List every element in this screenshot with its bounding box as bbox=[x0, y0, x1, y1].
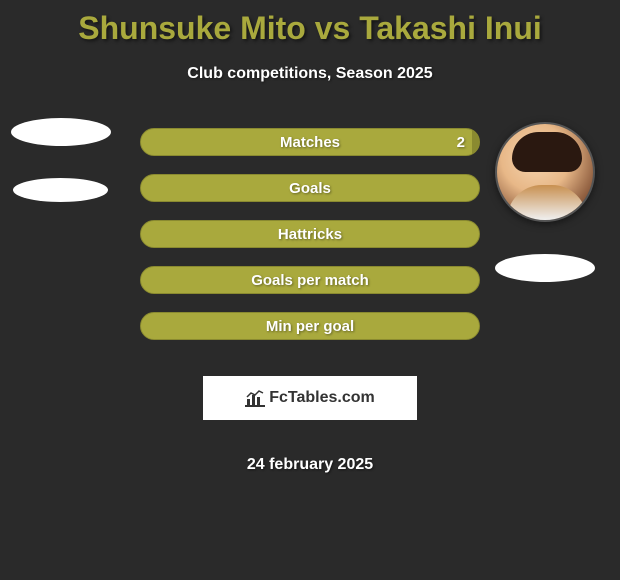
stat-label-goals: Goals bbox=[289, 180, 331, 197]
page-subtitle: Club competitions, Season 2025 bbox=[187, 65, 432, 83]
page-title: Shunsuke Mito vs Takashi Inui bbox=[78, 10, 542, 47]
logo-text: FcTables.com bbox=[269, 389, 375, 407]
stat-bar-matches: Matches 2 bbox=[140, 128, 480, 156]
logo-box: FcTables.com bbox=[203, 376, 417, 420]
chart-icon bbox=[245, 389, 265, 407]
stat-bar-goals-per-match: Goals per match bbox=[140, 266, 480, 294]
date-text: 24 february 2025 bbox=[247, 456, 373, 474]
player-left-column bbox=[8, 118, 113, 202]
stat-bar-hattricks: Hattricks bbox=[140, 220, 480, 248]
player-left-avatar-placeholder bbox=[11, 118, 111, 146]
player-left-name-placeholder bbox=[13, 178, 108, 202]
player-right-avatar bbox=[495, 122, 595, 222]
player-right-name-placeholder bbox=[495, 254, 595, 282]
stat-label-matches: Matches bbox=[280, 134, 340, 151]
stat-label-hattricks: Hattricks bbox=[278, 226, 342, 243]
infographic-container: Shunsuke Mito vs Takashi Inui Club compe… bbox=[0, 0, 620, 580]
stat-bar-goals: Goals bbox=[140, 174, 480, 202]
player-right-column bbox=[490, 122, 600, 282]
stat-label-goals-per-match: Goals per match bbox=[251, 272, 369, 289]
stat-bar-min-per-goal: Min per goal bbox=[140, 312, 480, 340]
stat-value-matches: 2 bbox=[457, 134, 465, 151]
stat-label-min-per-goal: Min per goal bbox=[266, 318, 354, 335]
